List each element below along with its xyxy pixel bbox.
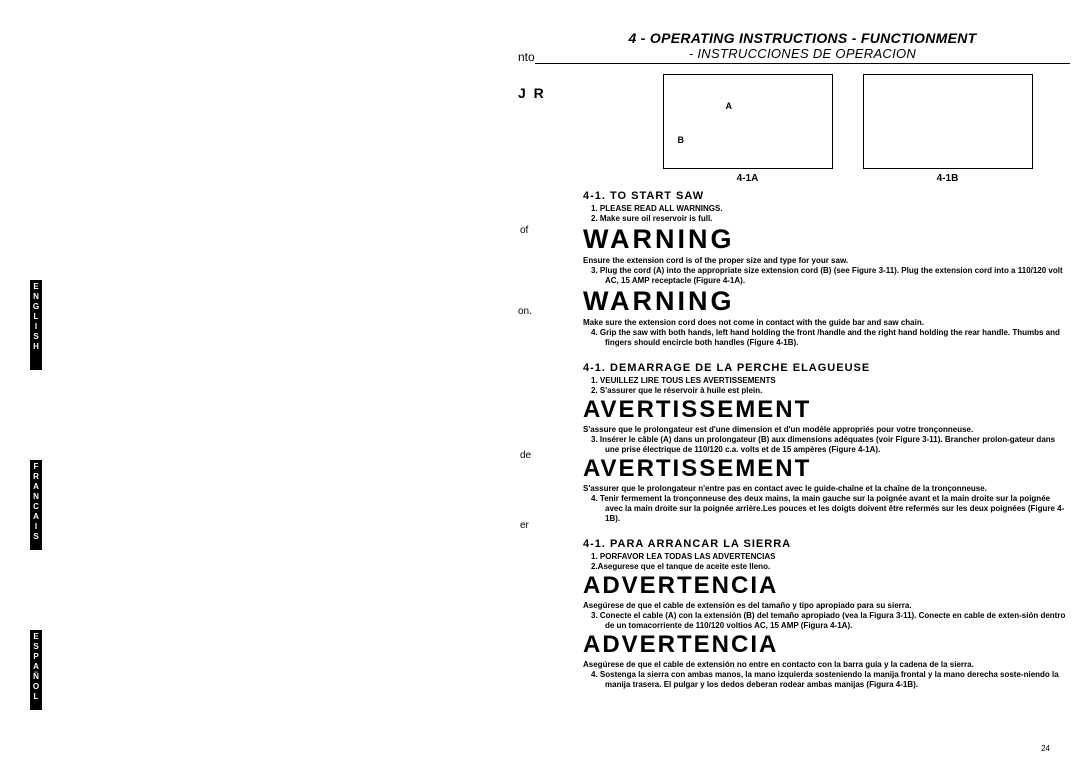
section-french: 4-1. DEMARRAGE DE LA PERCHE ELAGUEUSE 1.… xyxy=(583,362,1070,524)
instruction-line: 2. Make sure oil reservoir is full. xyxy=(591,214,1070,224)
page-title: 4 - OPERATING INSTRUCTIONS - FUNCTIONMEN… xyxy=(535,30,1070,46)
section-title-fr: 4-1. DEMARRAGE DE LA PERCHE ELAGUEUSE xyxy=(583,362,1070,374)
instruction-line: 1. PLEASE READ ALL WARNINGS. xyxy=(591,204,1070,214)
warning-text: Asegúrese de que el cable de extensión e… xyxy=(583,601,1070,611)
language-strip-english: ENGLISH xyxy=(30,280,42,370)
instruction-line: 1. VEUILLEZ LIRE TOUS LES AVERTISSEMENTS xyxy=(591,376,1070,386)
figure-4-1b xyxy=(863,74,1033,169)
cutoff-text: of xyxy=(520,225,528,236)
instruction-line: 1. PORFAVOR LEA TODAS LAS ADVERTENCIAS xyxy=(591,552,1070,562)
instruction-line: 4. Sostenga la sierra con ambas manos, l… xyxy=(591,670,1070,690)
language-strip-spanish: ESPAÑOL xyxy=(30,630,42,710)
warning-heading: WARNING xyxy=(583,224,1070,255)
warning-heading: ADVERTENCIA xyxy=(583,631,1070,659)
warning-text: Ensure the extension cord is of the prop… xyxy=(583,256,1070,266)
page-subtitle: - INSTRUCCIONES DE OPERACION xyxy=(535,46,1070,61)
section-english: 4-1. TO START SAW 1. PLEASE READ ALL WAR… xyxy=(583,190,1070,348)
page-number: 24 xyxy=(1041,744,1050,753)
figure-caption-2: 4-1B xyxy=(863,173,1033,184)
header-divider xyxy=(535,63,1070,64)
figure-4-1a: A B xyxy=(663,74,833,169)
instruction-line: 3. Plug the cord (A) into the appropriat… xyxy=(591,266,1070,286)
warning-text: Asegúrese de que el cable de extensión n… xyxy=(583,660,1070,670)
section-title-es: 4-1. PARA ARRANCAR LA SIERRA xyxy=(583,538,1070,550)
figure-row: A B xyxy=(625,74,1070,169)
figure-label-a: A xyxy=(726,101,733,111)
cutoff-text: er xyxy=(520,520,529,531)
section-spanish: 4-1. PARA ARRANCAR LA SIERRA 1. PORFAVOR… xyxy=(583,538,1070,690)
instruction-line: 3. Insérer le câble (A) dans un prolonga… xyxy=(591,435,1070,455)
warning-text: S'assurer que le prolongateur n'entre pa… xyxy=(583,484,1070,494)
figure-label-b: B xyxy=(678,135,685,145)
warning-text: S'assure que le prolongateur est d'une d… xyxy=(583,425,1070,435)
instruction-line: 4. Tenir fermement la tronçonneuse des d… xyxy=(591,494,1070,524)
figure-caption-1: 4-1A xyxy=(663,173,833,184)
instruction-line: 4. Grip the saw with both hands, left ha… xyxy=(591,328,1070,348)
figure-captions: 4-1A 4-1B xyxy=(625,173,1070,184)
manual-page: 4 - OPERATING INSTRUCTIONS - FUNCTIONMEN… xyxy=(530,0,1080,763)
language-strip-french: FRANCAIS xyxy=(30,460,42,550)
instruction-line: 2. S'assurer que le réservoir à huile es… xyxy=(591,386,1070,396)
instruction-line: 2.Asegurese que el tanque de aceite este… xyxy=(591,562,1070,572)
warning-heading: WARNING xyxy=(583,286,1070,317)
section-title-en: 4-1. TO START SAW xyxy=(583,190,1070,202)
warning-heading: ADVERTENCIA xyxy=(583,572,1070,600)
warning-text: Make sure the extension cord does not co… xyxy=(583,318,1070,328)
warning-heading: AVERTISSEMENT xyxy=(583,396,1070,424)
warning-heading: AVERTISSEMENT xyxy=(583,455,1070,483)
instruction-line: 3. Conecte el cable (A) con la extensión… xyxy=(591,611,1070,631)
